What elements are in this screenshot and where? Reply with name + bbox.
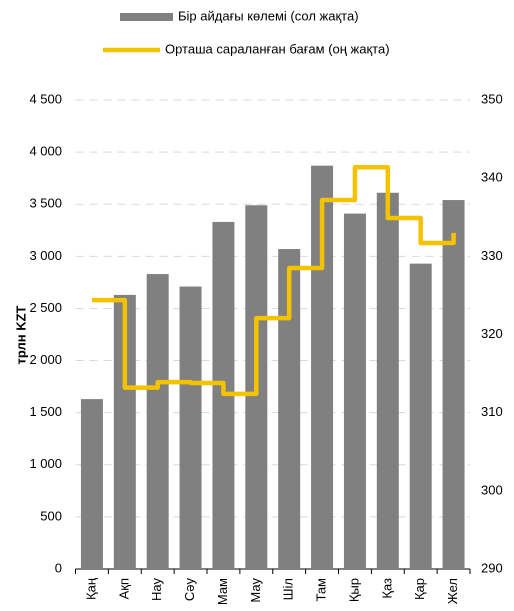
x-tick-label: Нау (149, 578, 164, 601)
y2-tick-label: 340 (481, 170, 503, 185)
y-tick-label: 3 000 (29, 248, 62, 263)
bar (179, 286, 202, 569)
bar (278, 249, 301, 569)
x-tick-label: Қыр (346, 578, 361, 602)
legend-label: Орташа сараланған бағам (оң жақта) (165, 41, 390, 56)
bar (146, 274, 169, 569)
x-tick-label: Қаз (379, 578, 394, 599)
y2-tick-label: 310 (481, 404, 503, 419)
x-tick-label: Мау (248, 578, 263, 603)
x-tick-label: Сәу (182, 578, 197, 602)
legend-swatch (120, 13, 173, 21)
x-tick-label: Қар (412, 578, 427, 600)
x-tick-label: Шіл (281, 578, 296, 600)
y-tick-label: 0 (55, 560, 62, 575)
y-tick-label: 3 500 (29, 196, 62, 211)
bar (113, 294, 136, 569)
bar (442, 200, 465, 569)
x-tick-label: Қаң (83, 577, 98, 600)
bar (409, 263, 432, 569)
bar (343, 213, 366, 569)
y-tick-label: 1 000 (29, 456, 62, 471)
y-tick-label: 500 (40, 508, 62, 523)
y2-tick-label: 290 (481, 560, 503, 575)
legend-label: Бір айдағы көлемі (сол жақта) (178, 8, 359, 23)
price-line (91, 164, 456, 397)
bar (376, 192, 399, 569)
y-tick-label: 2 500 (29, 300, 62, 315)
y2-tick-label: 320 (481, 326, 503, 341)
y2-tick-label: 330 (481, 248, 503, 263)
y-tick-label: 2 000 (29, 352, 62, 367)
x-tick-label: Жел (445, 578, 460, 604)
y-tick-label: 4 500 (29, 91, 62, 106)
y-tick-label: 1 500 (29, 404, 62, 419)
y-tick-label: 4 000 (29, 144, 62, 159)
x-tick-label: Там (314, 578, 329, 602)
x-tick-label: Мам (215, 578, 230, 605)
y2-tick-label: 300 (481, 482, 503, 497)
y-axis-label: трлн KZT (13, 305, 28, 364)
x-tick-label: Ақп (116, 578, 131, 599)
y2-tick-label: 350 (481, 91, 503, 106)
bar (80, 399, 103, 569)
